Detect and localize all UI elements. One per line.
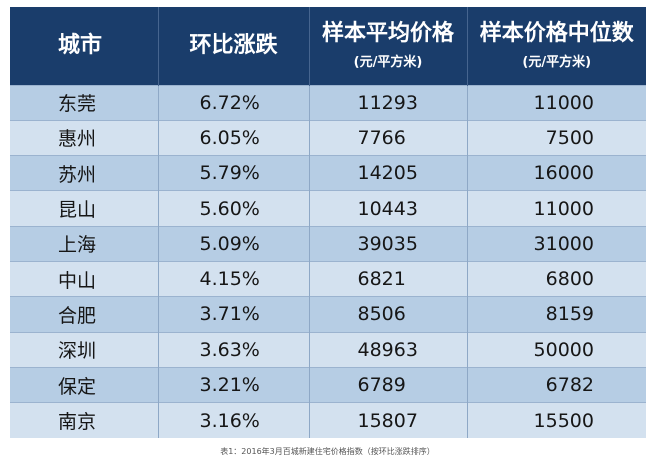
cell-city: 东莞 (10, 84, 159, 121)
table-row: 深圳 3.63% 48963 50000 (10, 331, 646, 368)
cell-city: 深圳 (10, 331, 159, 368)
table-row: 昆山 5.60% 10443 11000 (10, 190, 646, 227)
cell-change: 5.60% (158, 190, 310, 227)
cell-median-price: 31000 (467, 225, 646, 262)
cell-city: 保定 (10, 366, 159, 403)
cell-avg-price: 48963 (309, 331, 468, 368)
table-row: 中山 4.15% 6821 6800 (10, 260, 646, 297)
header-avg-price-unit: (元/平方米) (353, 54, 423, 70)
cell-change: 6.72% (158, 84, 310, 121)
cell-avg-price: 39035 (309, 225, 468, 262)
cell-change: 5.09% (158, 225, 310, 262)
cell-city: 苏州 (10, 155, 159, 191)
cell-median-price: 15500 (467, 402, 646, 438)
cell-city: 惠州 (10, 119, 159, 156)
cell-median-price: 6800 (467, 260, 646, 297)
table-row: 上海 5.09% 39035 31000 (10, 225, 646, 262)
cell-avg-price: 15807 (309, 402, 468, 438)
cell-avg-price: 8506 (309, 296, 468, 333)
cell-change: 3.71% (158, 296, 310, 333)
cell-avg-price: 11293 (309, 84, 468, 121)
table-row: 苏州 5.79% 14205 16000 (10, 155, 646, 191)
table-frame: 城市 环比涨跌 样本平均价格 (元/平方米) 样本价格中位数 (元/平方米) 东… (10, 7, 646, 438)
table-row: 惠州 6.05% 7766 7500 (10, 119, 646, 156)
cell-median-price: 6782 (467, 366, 646, 403)
cell-change: 3.63% (158, 331, 310, 368)
cell-city: 中山 (10, 260, 159, 297)
cell-city: 上海 (10, 225, 159, 262)
cell-median-price: 16000 (467, 155, 646, 191)
table-caption: 表1：2016年3月百城新建住宅价格指数（按环比涨跌排序） (220, 447, 435, 456)
cell-change: 6.05% (158, 119, 310, 156)
cell-avg-price: 10443 (309, 190, 468, 227)
cell-city: 合肥 (10, 296, 159, 333)
header-city: 城市 (10, 7, 159, 85)
table-row: 合肥 3.71% 8506 8159 (10, 296, 646, 333)
cell-city: 昆山 (10, 190, 159, 227)
cell-avg-price: 7766 (309, 119, 468, 156)
price-table: 城市 环比涨跌 样本平均价格 (元/平方米) 样本价格中位数 (元/平方米) 东… (10, 7, 646, 438)
cell-median-price: 11000 (467, 190, 646, 227)
cell-change: 4.15% (158, 260, 310, 297)
table-row: 东莞 6.72% 11293 11000 (10, 84, 646, 121)
header-median-price-unit: (元/平方米) (522, 54, 592, 70)
cell-median-price: 11000 (467, 84, 646, 121)
cell-median-price: 7500 (467, 119, 646, 156)
cell-median-price: 8159 (467, 296, 646, 333)
cell-avg-price: 6821 (309, 260, 468, 297)
cell-median-price: 50000 (467, 331, 646, 368)
table-row: 保定 3.21% 6789 6782 (10, 366, 646, 403)
cell-avg-price: 6789 (309, 366, 468, 403)
header-avg-price: 样本平均价格 (元/平方米) (309, 7, 468, 85)
table-row: 南京 3.16% 15807 15500 (10, 402, 646, 438)
cell-avg-price: 14205 (309, 155, 468, 191)
table-body: 东莞 6.72% 11293 11000 惠州 6.05% 7766 7500 苏州 5.79% 1… (10, 84, 646, 438)
table-header-row: 城市 环比涨跌 样本平均价格 (元/平方米) 样本价格中位数 (元/平方米) (10, 7, 646, 85)
cell-change: 3.16% (158, 402, 310, 438)
cell-change: 5.79% (158, 155, 310, 191)
header-change: 环比涨跌 (158, 7, 310, 85)
cell-city: 南京 (10, 402, 159, 438)
cell-change: 3.21% (158, 366, 310, 403)
header-median-price: 样本价格中位数 (元/平方米) (467, 7, 646, 85)
